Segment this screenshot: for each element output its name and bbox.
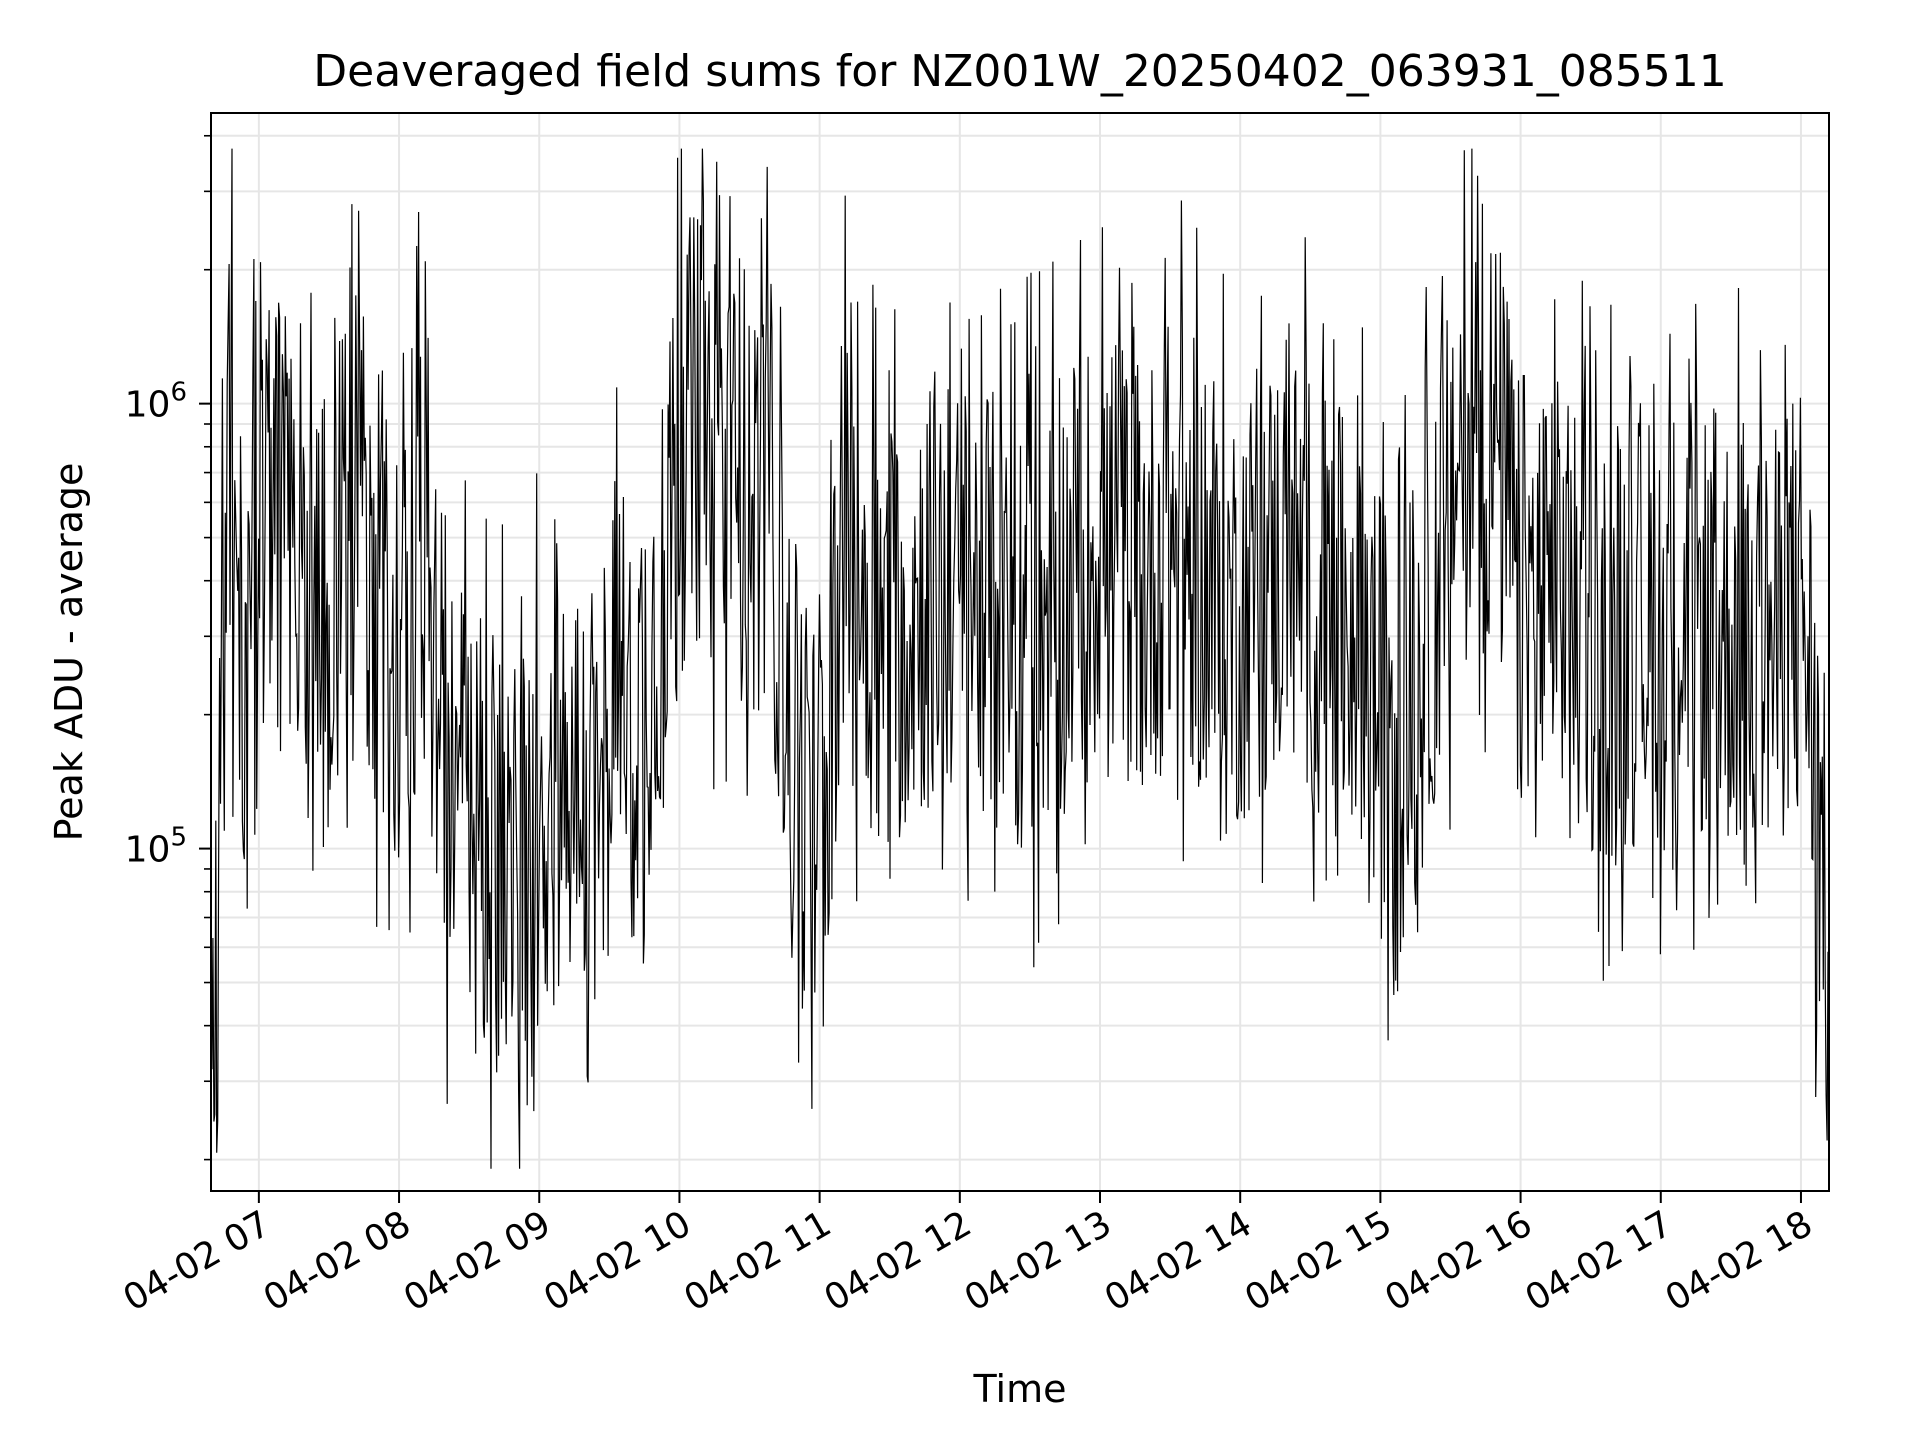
plot-frame	[210, 112, 1830, 1192]
y-axis: 105 106	[125, 134, 211, 1161]
y-axis-label: Peak ADU - average	[47, 463, 91, 842]
x-axis-label: Time	[973, 1367, 1067, 1411]
data-series	[211, 148, 1829, 1169]
y-tick-label: 105	[125, 823, 187, 871]
chart-title: Deaveraged field sums for NZ001W_2025040…	[313, 46, 1726, 97]
series-line	[211, 148, 1829, 1169]
y-tick-label: 106	[125, 378, 187, 426]
